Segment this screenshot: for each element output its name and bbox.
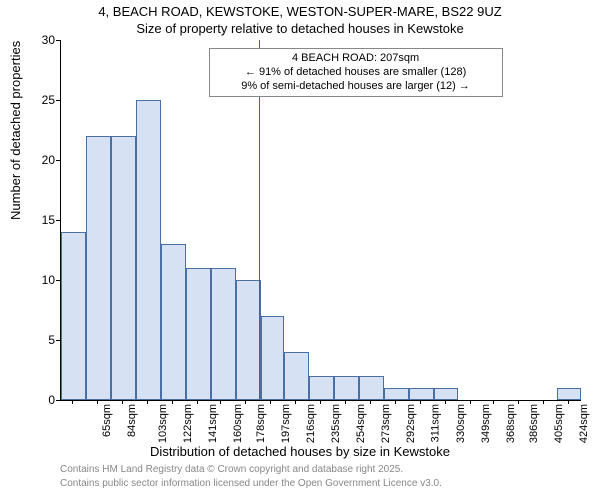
x-tick-mark (543, 400, 544, 404)
histogram-bar (86, 136, 111, 400)
annotation-box: 4 BEACH ROAD: 207sqm ← 91% of detached h… (209, 48, 503, 97)
histogram-bar (557, 388, 581, 400)
histogram-bar (161, 244, 186, 400)
x-tick-label: 254sqm (355, 404, 367, 443)
x-tick-label: 178sqm (255, 404, 267, 443)
chart-title-line2: Size of property relative to detached ho… (0, 21, 600, 36)
x-tick-label: 122sqm (182, 404, 194, 443)
y-tick-label: 25 (25, 93, 55, 107)
x-tick-mark (420, 400, 421, 404)
x-tick-label: 216sqm (305, 404, 317, 443)
chart-container: 4, BEACH ROAD, KEWSTOKE, WESTON-SUPER-MA… (0, 0, 600, 500)
histogram-bar (284, 352, 309, 400)
histogram-bar (61, 232, 86, 400)
x-tick-label: 273sqm (380, 404, 392, 443)
x-tick-label: 65sqm (101, 404, 113, 437)
annotation-line3: 9% of semi-detached houses are larger (1… (216, 80, 496, 94)
x-axis-label: Distribution of detached houses by size … (0, 444, 600, 459)
x-tick-label: 292sqm (405, 404, 417, 443)
y-tick-label: 30 (25, 33, 55, 47)
x-tick-mark (345, 400, 346, 404)
x-tick-label: 160sqm (232, 404, 244, 443)
histogram-bar (409, 388, 434, 400)
x-tick-label: 141sqm (207, 404, 219, 443)
histogram-bar (334, 376, 359, 400)
x-tick-label: 349sqm (480, 404, 492, 443)
x-tick-mark (370, 400, 371, 404)
histogram-bar (384, 388, 409, 400)
x-tick-label: 386sqm (528, 404, 540, 443)
footer-line2: Contains public sector information licen… (60, 478, 442, 489)
x-tick-label: 103sqm (157, 404, 169, 443)
plot-area: 4 BEACH ROAD: 207sqm ← 91% of detached h… (60, 40, 581, 401)
x-tick-label: 405sqm (553, 404, 565, 443)
x-tick-label: 235sqm (330, 404, 342, 443)
x-tick-label: 330sqm (455, 404, 467, 443)
y-tick-label: 10 (25, 273, 55, 287)
x-tick-mark (197, 400, 198, 404)
histogram-bar (186, 268, 211, 400)
x-tick-mark (245, 400, 246, 404)
annotation-line1: 4 BEACH ROAD: 207sqm (216, 52, 496, 66)
histogram-bar (111, 136, 136, 400)
histogram-bar (309, 376, 334, 400)
y-tick-label: 0 (25, 393, 55, 407)
x-tick-mark (395, 400, 396, 404)
x-tick-mark (295, 400, 296, 404)
annotation-line2: ← 91% of detached houses are smaller (12… (216, 66, 496, 80)
x-tick-label: 424sqm (578, 404, 590, 443)
x-tick-label: 197sqm (280, 404, 292, 443)
x-tick-mark (172, 400, 173, 404)
x-tick-mark (270, 400, 271, 404)
x-tick-mark (72, 400, 73, 404)
y-tick-label: 5 (25, 333, 55, 347)
x-tick-mark (320, 400, 321, 404)
x-tick-mark (445, 400, 446, 404)
x-tick-label: 84sqm (126, 404, 138, 437)
x-tick-label: 311sqm (429, 404, 441, 442)
histogram-bar (211, 268, 236, 400)
x-tick-mark (518, 400, 519, 404)
x-tick-mark (568, 400, 569, 404)
x-tick-mark (220, 400, 221, 404)
x-tick-mark (147, 400, 148, 404)
x-tick-mark (122, 400, 123, 404)
y-tick-label: 15 (25, 213, 55, 227)
x-tick-label: 368sqm (505, 404, 517, 443)
chart-title-line1: 4, BEACH ROAD, KEWSTOKE, WESTON-SUPER-MA… (0, 4, 600, 19)
footer-line1: Contains HM Land Registry data © Crown c… (60, 464, 403, 475)
y-axis-label: Number of detached properties (8, 41, 23, 220)
histogram-bar (136, 100, 161, 400)
x-tick-mark (470, 400, 471, 404)
histogram-bar (434, 388, 458, 400)
x-tick-mark (97, 400, 98, 404)
histogram-bar (236, 280, 261, 400)
x-tick-mark (493, 400, 494, 404)
y-tick-label: 20 (25, 153, 55, 167)
histogram-bar (359, 376, 384, 400)
histogram-bar (261, 316, 285, 400)
